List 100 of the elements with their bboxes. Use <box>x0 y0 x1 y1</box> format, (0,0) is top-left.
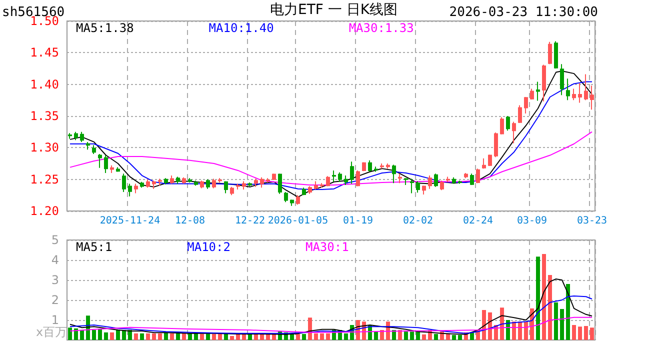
candlestick <box>122 173 126 192</box>
candlestick <box>590 85 594 110</box>
x-tick-label: 02-02 <box>402 216 434 226</box>
y-tick-label: 1.35 <box>30 109 59 123</box>
bar <box>584 326 588 340</box>
bar <box>152 333 156 340</box>
bar <box>374 332 378 340</box>
bar <box>200 334 204 340</box>
bar <box>536 256 540 340</box>
bar <box>260 334 264 340</box>
candlestick <box>404 178 408 186</box>
bar <box>524 322 528 340</box>
candlestick <box>116 166 120 172</box>
bar <box>266 334 270 340</box>
bar <box>68 328 72 340</box>
bar <box>80 330 84 340</box>
x-tick-label: 02-24 <box>462 216 494 226</box>
candlestick <box>578 82 582 104</box>
bar <box>206 333 210 340</box>
candlestick <box>260 176 264 188</box>
bar <box>548 275 552 340</box>
bar <box>422 334 426 340</box>
candlestick <box>500 116 504 135</box>
candlestick <box>428 175 432 190</box>
x-tick-label: 12-22 <box>234 216 266 226</box>
text: MA30:1.33 <box>348 21 414 35</box>
y-tick-label: 4 <box>51 253 59 267</box>
x-tick-label: 12-08 <box>174 216 206 226</box>
line-series <box>70 296 592 334</box>
bar <box>434 334 438 340</box>
candlestick <box>290 199 294 206</box>
candlestick <box>398 173 402 184</box>
candlestick <box>206 178 210 190</box>
candlestick <box>224 180 228 194</box>
candlestick <box>386 163 390 170</box>
bar <box>296 334 300 340</box>
x-tick-label: 2026-01-05 <box>268 216 328 226</box>
candlestick <box>188 178 192 183</box>
bar <box>560 309 564 340</box>
candlestick <box>338 172 342 182</box>
bar <box>398 330 402 340</box>
bar <box>104 332 108 340</box>
bar <box>188 333 192 340</box>
bar <box>566 284 570 340</box>
candlestick <box>584 74 588 101</box>
y-tick-label: 1.20 <box>30 204 59 218</box>
bar <box>404 332 408 340</box>
candlestick <box>542 64 546 102</box>
bar <box>116 330 120 340</box>
candlestick <box>152 180 156 190</box>
candlestick <box>302 187 306 196</box>
candlestick <box>524 96 528 114</box>
candlestick <box>248 182 252 187</box>
bar <box>458 335 462 340</box>
candlestick <box>128 183 132 197</box>
candlestick <box>554 40 558 69</box>
bar <box>224 333 228 340</box>
y-tick-label: 2 <box>51 293 59 307</box>
candlestick <box>272 173 276 180</box>
bar <box>248 334 252 340</box>
candlestick <box>548 41 552 65</box>
bar <box>110 332 114 340</box>
x-tick-label: 01-19 <box>342 216 374 226</box>
bar <box>212 334 216 340</box>
candlestick <box>332 170 336 182</box>
candlestick <box>308 186 312 194</box>
bar <box>590 328 594 340</box>
candlestick <box>452 176 456 184</box>
candlestick <box>470 173 474 186</box>
candlestick <box>416 180 420 194</box>
bar <box>146 333 150 340</box>
candlestick <box>362 162 366 172</box>
bar <box>542 254 546 340</box>
bar <box>572 325 576 340</box>
bar <box>578 326 582 340</box>
bar <box>164 332 168 340</box>
candlestick <box>326 176 330 187</box>
candlestick <box>458 180 462 184</box>
x-tick-label: 03-09 <box>516 216 548 226</box>
candlestick <box>488 154 492 167</box>
candlestick <box>242 180 246 190</box>
candlestick <box>434 173 438 188</box>
candlestick <box>482 158 486 170</box>
bar <box>392 330 396 340</box>
candlestick <box>530 88 534 100</box>
y-tick-label: 1.30 <box>30 140 59 155</box>
y-tick-label: 3 <box>51 273 59 287</box>
candlestick <box>344 175 348 186</box>
candlestick <box>368 160 372 172</box>
candlestick <box>356 170 360 187</box>
candlestick <box>278 173 282 194</box>
candlestick <box>158 178 162 186</box>
bar <box>272 334 276 340</box>
bar <box>500 308 504 340</box>
bar <box>302 334 306 340</box>
y-tick-label: 1 <box>51 313 59 327</box>
candlestick <box>74 131 78 141</box>
candlestick <box>464 172 468 179</box>
candlestick <box>86 141 90 150</box>
candlestick <box>380 163 384 170</box>
